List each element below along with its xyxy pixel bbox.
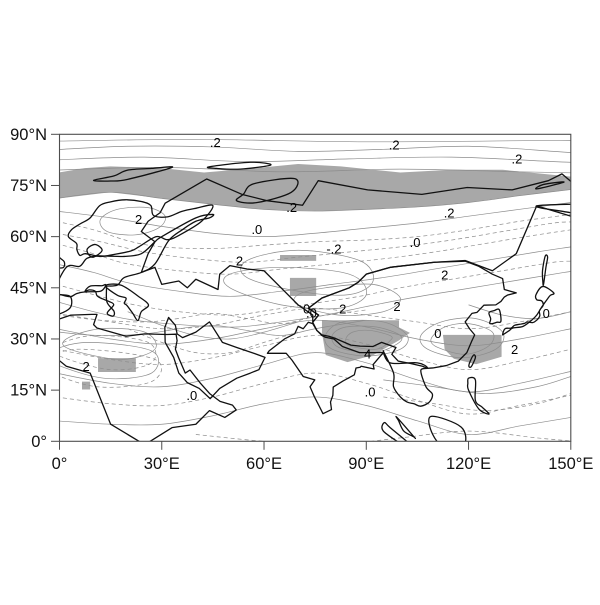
svg-text:60°E: 60°E [246,455,282,473]
svg-text:0: 0 [434,326,441,341]
svg-text:0°: 0° [31,433,47,451]
svg-text:15°N: 15°N [10,382,47,400]
svg-text:30°E: 30°E [144,455,180,473]
svg-text:2: 2 [339,301,346,316]
svg-text:45°N: 45°N [10,279,47,297]
svg-text:.0: .0 [186,388,197,403]
svg-text:.2: .2 [210,135,221,150]
svg-text:4: 4 [364,346,371,361]
svg-text:2: 2 [511,342,518,357]
svg-text:2: 2 [441,267,448,282]
svg-text:-.2: -.2 [326,242,341,257]
svg-text:2: 2 [236,253,243,268]
svg-text:2: 2 [393,299,400,314]
svg-text:.2: .2 [444,206,455,221]
svg-text:.2: .2 [389,137,400,152]
svg-text:.2: .2 [512,151,523,166]
svg-text:150°E: 150°E [548,455,593,473]
svg-text:.0: .0 [251,222,262,237]
svg-text:120°E: 120°E [446,455,491,473]
svg-text:2: 2 [135,212,142,227]
svg-text:90°N: 90°N [10,126,47,144]
svg-text:.0: .0 [410,235,421,250]
svg-text:.2: .2 [286,200,297,215]
svg-text:30°N: 30°N [10,331,47,349]
svg-text:.0: .0 [365,385,376,400]
svg-text:60°N: 60°N [10,228,47,246]
svg-text:0: 0 [543,306,550,321]
svg-text:0: 0 [303,301,310,316]
svg-text:90°E: 90°E [348,455,384,473]
svg-text:2: 2 [82,359,89,374]
svg-text:75°N: 75°N [10,177,47,195]
svg-text:0°: 0° [52,455,68,473]
